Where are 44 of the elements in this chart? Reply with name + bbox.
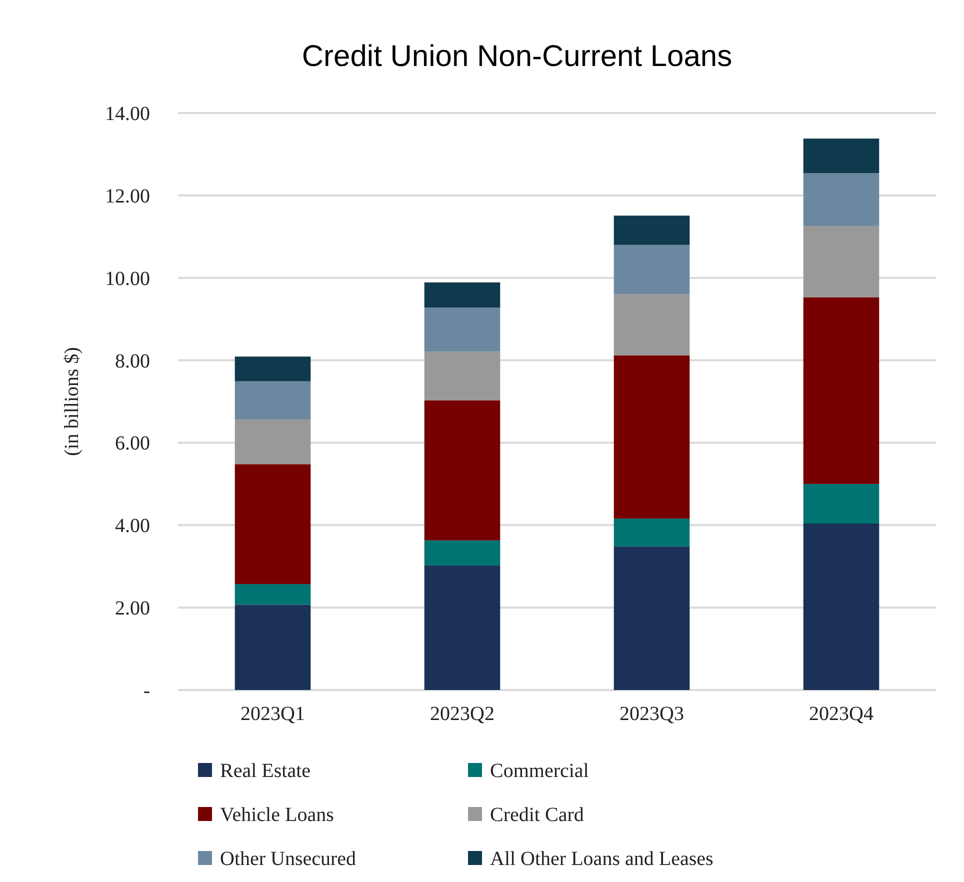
bar (424, 352, 500, 400)
bar (803, 173, 880, 226)
x-tick-label: 2023Q4 (809, 703, 874, 725)
bar (234, 464, 311, 584)
legend-label: Vehicle Loans (220, 804, 334, 826)
bar (614, 294, 690, 356)
bar (614, 546, 690, 690)
bar (424, 282, 500, 308)
bar (424, 400, 500, 540)
bar (803, 523, 880, 690)
legend-label: All Other Loans and Leases (490, 848, 714, 870)
y-tick-label: 4.00 (115, 515, 150, 538)
y-tick-label: 2.00 (115, 598, 150, 620)
bar (803, 484, 880, 524)
bar (424, 540, 500, 566)
bar (614, 518, 690, 547)
bar (234, 381, 311, 420)
bar (614, 355, 690, 519)
x-tick-label: 2023Q2 (430, 703, 494, 725)
legend-label: Credit Card (490, 804, 584, 826)
y-tick-label: 12.00 (105, 185, 150, 208)
legend-label: Real Estate (220, 760, 311, 782)
bar (234, 356, 311, 382)
bar (803, 138, 880, 174)
bar (234, 584, 311, 605)
y-tick-label: 14.00 (105, 103, 150, 125)
bar (234, 604, 311, 690)
bar (803, 226, 880, 298)
y-tick-label: - (143, 680, 150, 702)
bar (234, 420, 311, 464)
x-tick-label: 2023Q1 (240, 703, 305, 725)
bar (424, 308, 500, 352)
x-tick-label: 2023Q3 (620, 703, 684, 725)
legend-label: Other Unsecured (220, 848, 356, 870)
y-tick-label: 10.00 (105, 268, 150, 290)
bar (803, 297, 880, 484)
bar (424, 566, 500, 690)
chart-title: Credit Union Non-Current Loans (302, 40, 732, 73)
y-axis-title: (in billions $) (61, 347, 83, 456)
y-tick-label: 6.00 (115, 432, 150, 455)
legend-label: Commercial (490, 760, 590, 782)
bar (614, 244, 690, 294)
bar (614, 216, 690, 245)
y-tick-label: 8.00 (115, 350, 150, 372)
